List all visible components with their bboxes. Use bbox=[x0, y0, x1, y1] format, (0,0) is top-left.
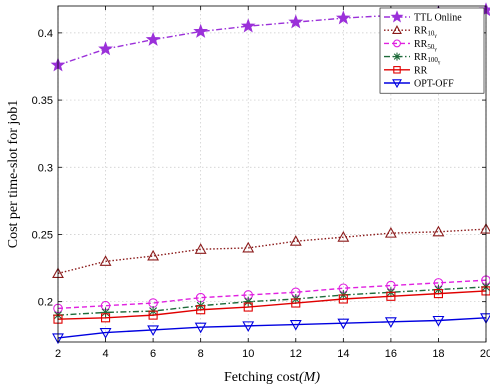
legend-label-sub2: γ bbox=[433, 33, 437, 39]
legend-label-name: TTL Online bbox=[414, 13, 462, 24]
x-tick-label: 20 bbox=[480, 348, 490, 360]
x-tick-label: 10 bbox=[242, 348, 254, 360]
plot-frame bbox=[57, 5, 487, 343]
data-point bbox=[99, 255, 112, 266]
data-point bbox=[242, 321, 255, 333]
legend-swatch-marker bbox=[393, 39, 401, 48]
legend-item: OPT-OFF bbox=[384, 79, 454, 90]
x-tick-label: 14 bbox=[337, 348, 349, 360]
data-point bbox=[98, 41, 113, 56]
legend-swatch-marker bbox=[392, 79, 402, 89]
data-point-stroke bbox=[244, 297, 253, 306]
data-point bbox=[338, 294, 348, 304]
y-tick-label: 0.4 bbox=[38, 28, 53, 40]
y-tick-label: 0.25 bbox=[32, 229, 53, 241]
data-point bbox=[147, 325, 160, 337]
legend-label-name: RR bbox=[414, 52, 428, 63]
legend-item: TTL Online bbox=[384, 10, 462, 24]
legend-swatch-marker bbox=[390, 10, 404, 23]
legend-item: RR100γ bbox=[384, 52, 441, 66]
data-point bbox=[288, 14, 304, 29]
legend-label: TTL Online bbox=[414, 13, 462, 24]
data-point-stroke bbox=[101, 308, 110, 317]
legend-label-sub: 50 bbox=[427, 43, 435, 51]
data-point bbox=[289, 235, 302, 246]
legend-item: RR10γ bbox=[384, 25, 437, 40]
legend-swatch-marker bbox=[392, 25, 402, 34]
data-point bbox=[194, 322, 207, 334]
data-point bbox=[432, 315, 445, 327]
ticks: 2 4 6 8 10 12 14 16 18 20 0.2 0.25 0.3 0.35 0.4 bbox=[32, 6, 490, 360]
legend-swatch-marker bbox=[393, 52, 401, 61]
data-point bbox=[386, 291, 396, 301]
data-point bbox=[145, 31, 161, 46]
legend-label: RR100γ bbox=[414, 52, 441, 66]
x-tick-label: 16 bbox=[385, 348, 397, 360]
x-tick-label: 2 bbox=[55, 348, 61, 360]
data-point bbox=[432, 225, 445, 237]
data-point bbox=[384, 317, 397, 328]
legend-label-sub2: γ bbox=[433, 46, 437, 52]
data-point bbox=[240, 18, 256, 33]
legend-label: OPT-OFF bbox=[414, 79, 454, 90]
legend-label-name: RR bbox=[414, 26, 428, 37]
data-point bbox=[291, 298, 301, 308]
series bbox=[53, 281, 490, 321]
data-point bbox=[148, 310, 158, 320]
data-point bbox=[147, 249, 160, 261]
data-point bbox=[100, 307, 111, 318]
series-line bbox=[57, 290, 487, 320]
x-axis-label-text: Fetching cost bbox=[224, 370, 299, 385]
x-axis-label-var: (M) bbox=[299, 370, 320, 385]
legend-item: RR bbox=[384, 65, 428, 76]
legend-swatch-marker bbox=[393, 66, 401, 74]
data-point bbox=[337, 231, 350, 242]
x-tick-label: 12 bbox=[290, 348, 302, 360]
x-tick-label: 8 bbox=[198, 348, 204, 360]
y-tick-label: 0.35 bbox=[32, 95, 53, 107]
data-point bbox=[243, 296, 254, 307]
data-point bbox=[101, 313, 111, 323]
legend-label: RR10γ bbox=[414, 26, 437, 40]
series-line bbox=[57, 286, 487, 316]
series bbox=[53, 286, 490, 324]
legend-label-name: RR bbox=[414, 65, 428, 76]
x-axis-label: Fetching cost(M) bbox=[224, 370, 320, 385]
legend-label: RR50γ bbox=[414, 39, 437, 53]
x-tick-label: 4 bbox=[102, 348, 108, 360]
legend-box bbox=[379, 7, 485, 94]
series-line bbox=[57, 317, 487, 339]
data-point bbox=[242, 241, 255, 253]
data-point bbox=[289, 319, 302, 331]
data-point bbox=[337, 318, 350, 330]
data-point bbox=[384, 227, 397, 238]
data-point bbox=[193, 23, 209, 38]
legend-item: RR50γ bbox=[384, 39, 437, 53]
series-line bbox=[57, 228, 487, 275]
y-axis-label: Cost per time-slot for job1 bbox=[6, 100, 21, 249]
data-point bbox=[99, 328, 112, 339]
data-point bbox=[433, 289, 443, 299]
data-point bbox=[196, 305, 206, 315]
data-point bbox=[243, 302, 253, 312]
y-tick-label: 0.3 bbox=[38, 162, 53, 174]
legend-label-sub2: γ bbox=[437, 60, 441, 66]
series bbox=[52, 313, 490, 345]
x-tick-label: 6 bbox=[150, 348, 156, 360]
data-point bbox=[335, 10, 351, 25]
series bbox=[52, 222, 490, 279]
data-point bbox=[194, 243, 207, 254]
x-tick-label: 18 bbox=[432, 348, 444, 360]
legend-label-name: OPT-OFF bbox=[414, 79, 454, 90]
y-tick-label: 0.2 bbox=[38, 297, 53, 309]
legend-swatch-marker-stroke bbox=[393, 53, 401, 60]
legend-label: RR bbox=[414, 65, 428, 76]
legend-label-name: RR bbox=[414, 39, 428, 50]
legend-label-sub: 10 bbox=[427, 30, 435, 38]
legend-label-sub: 100 bbox=[427, 56, 438, 64]
